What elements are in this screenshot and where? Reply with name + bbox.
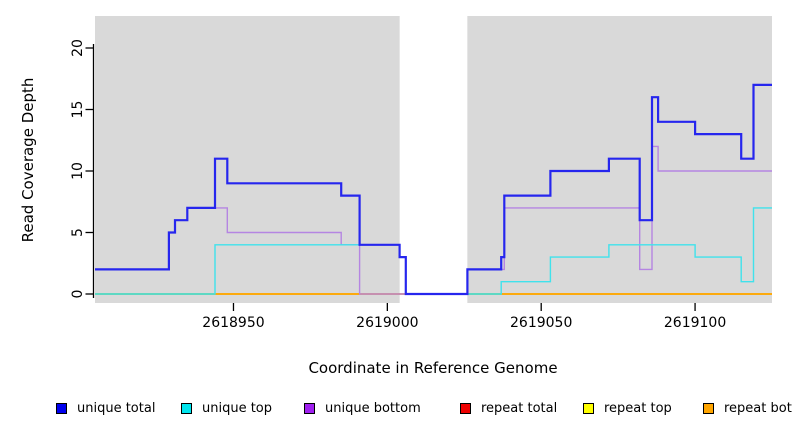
y-tick-label: 0 [70,290,86,299]
legend: unique total unique top unique bottom repea… [0,398,792,420]
legend-label: repeat bottom [724,400,792,416]
y-tick-label: 15 [70,101,86,119]
legend-swatch-unique-bottom [304,402,315,414]
legend-item-unique-top: unique top [181,398,272,418]
legend-item-repeat-total: repeat total [460,398,557,418]
legend-label: unique total [77,400,156,416]
x-tick-label: 2619000 [356,315,418,331]
masked-region [399,16,468,303]
y-tick-label: 20 [70,39,86,57]
x-tick-label: 2618950 [202,315,264,331]
legend-item-unique-bottom: unique bottom [304,398,421,418]
legend-item-repeat-bottom: repeat bottom [703,398,792,418]
x-axis-title: Coordinate in Reference Genome [308,359,558,377]
x-tick-label: 2619100 [664,315,726,331]
series-unique-total [95,83,772,296]
legend-swatch-repeat-total [460,402,471,414]
legend-label: unique top [202,400,273,416]
y-tick-label: 10 [70,162,86,180]
legend-label: repeat total [481,400,558,416]
legend-item-unique-total: unique total [56,398,155,418]
y-axis-title: Read Coverage Depth [19,77,37,243]
legend-label: unique bottom [325,400,421,416]
legend-swatch-unique-top [181,402,192,414]
legend-item-repeat-top: repeat top [583,398,672,418]
legend-swatch-repeat-top [583,402,594,414]
legend-label: repeat top [604,400,672,416]
x-tick-label: 2619050 [510,315,572,331]
legend-swatch-repeat-bottom [703,402,714,414]
y-tick-label: 5 [70,228,86,237]
legend-swatch-unique-total [56,402,67,414]
